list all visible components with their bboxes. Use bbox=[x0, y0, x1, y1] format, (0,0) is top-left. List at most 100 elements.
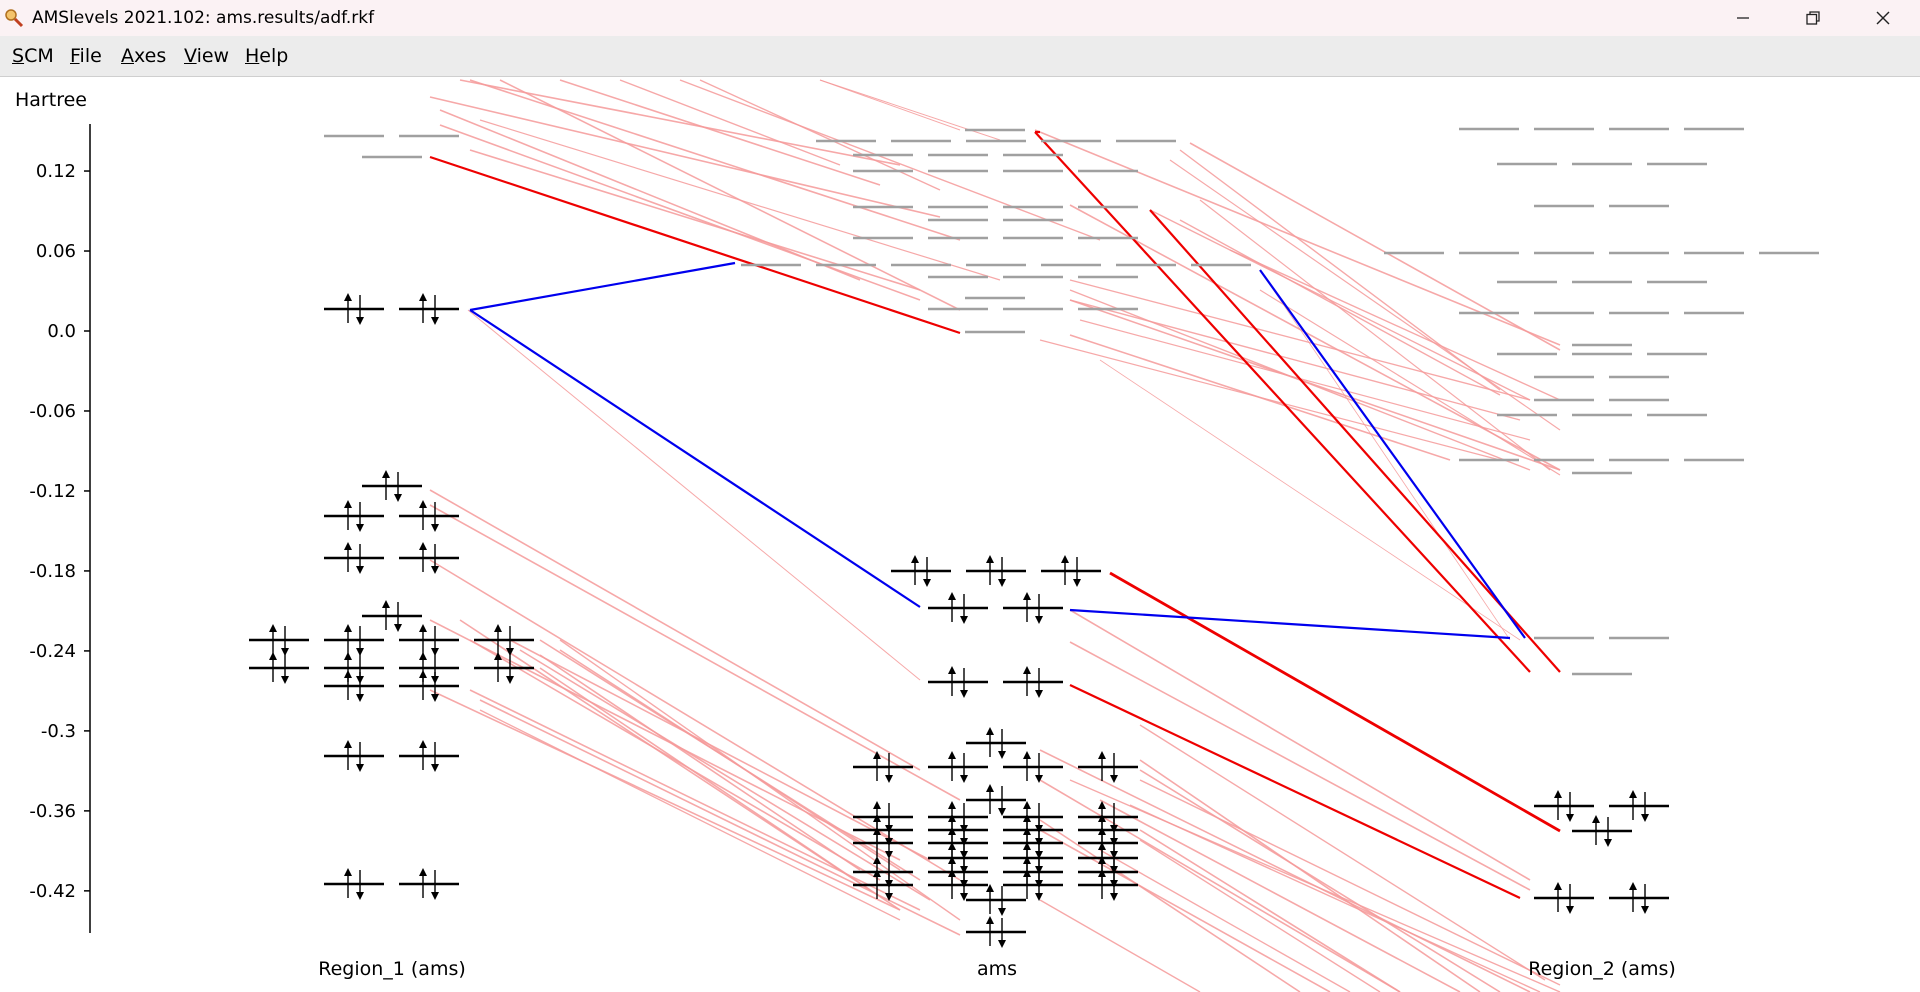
correlation-line bbox=[459, 79, 901, 166]
spin-up-arrowhead bbox=[419, 652, 427, 660]
spin-up-arrowhead bbox=[1023, 869, 1031, 877]
spin-up-arrowhead bbox=[1629, 790, 1637, 798]
spin-up-arrowhead bbox=[1023, 751, 1031, 759]
spin-down-arrowhead bbox=[281, 676, 289, 684]
spin-up-arrowhead bbox=[1023, 856, 1031, 864]
correlation-line bbox=[619, 79, 841, 166]
spin-up-arrowhead bbox=[986, 784, 994, 792]
spin-down-arrowhead bbox=[1110, 775, 1118, 783]
menu-file[interactable]: File bbox=[70, 45, 102, 67]
menu-scm-rest: CM bbox=[24, 45, 54, 67]
spin-up-arrowhead bbox=[344, 670, 352, 678]
spin-down-arrowhead bbox=[960, 775, 968, 783]
spin-down-arrowhead bbox=[356, 524, 364, 532]
correlation-line bbox=[1139, 724, 1546, 981]
correlation-line bbox=[1169, 159, 1561, 431]
spin-up-arrowhead bbox=[1554, 790, 1562, 798]
spin-up-arrowhead bbox=[419, 293, 427, 301]
spin-up-arrowhead bbox=[948, 814, 956, 822]
correlation-line bbox=[469, 261, 736, 312]
energy-level-diagram[interactable]: 0.12 0.06 0.0 -0.06 -0.12 -0.18 -0.24 -0.3 -0.36… bbox=[0, 77, 1920, 992]
y-tick-label: 0.12 bbox=[36, 161, 76, 182]
spin-up-arrowhead bbox=[1023, 814, 1031, 822]
spin-down-arrowhead bbox=[356, 892, 364, 900]
spin-down-arrowhead bbox=[1604, 839, 1612, 847]
menu-axes-rest: xes bbox=[134, 45, 167, 67]
spin-up-arrowhead bbox=[269, 624, 277, 632]
correlation-line bbox=[519, 649, 931, 901]
correlation-line bbox=[1189, 142, 1561, 351]
correlation-line bbox=[1139, 779, 1561, 986]
restore-button[interactable] bbox=[1778, 0, 1848, 36]
app-icon bbox=[5, 9, 24, 28]
spin-up-arrowhead bbox=[986, 916, 994, 924]
menu-bar: SCM File Axes View Help bbox=[0, 36, 1920, 77]
spin-up-arrowhead bbox=[1554, 882, 1562, 890]
correlation-line bbox=[1039, 829, 1331, 992]
spin-up-arrowhead bbox=[269, 652, 277, 660]
spin-up-arrowhead bbox=[986, 727, 994, 735]
correlation-line bbox=[469, 309, 921, 608]
correlation-line bbox=[467, 309, 921, 681]
correlation-line bbox=[1109, 571, 1561, 833]
correlation-line bbox=[539, 654, 861, 871]
correlation-line bbox=[1199, 199, 1551, 471]
menu-axes[interactable]: Axes bbox=[121, 45, 167, 67]
correlation-line bbox=[679, 79, 1101, 241]
correlation-line bbox=[1139, 829, 1401, 992]
correlation-line bbox=[429, 504, 961, 801]
correlation-line bbox=[499, 79, 961, 311]
spin-up-arrowhead bbox=[1098, 856, 1106, 864]
menu-scm[interactable]: SCM bbox=[12, 45, 54, 67]
correlation-line bbox=[1099, 359, 1521, 641]
spin-down-arrowhead bbox=[1641, 814, 1649, 822]
menu-help-rest: elp bbox=[259, 45, 289, 67]
title-bar: AMSlevels 2021.102: ams.results/adf.rkf bbox=[0, 0, 1920, 36]
correlation-line bbox=[1139, 769, 1501, 992]
y-tick-label: -0.42 bbox=[29, 881, 76, 902]
correlation-line bbox=[479, 119, 1001, 281]
correlation-line bbox=[429, 689, 901, 911]
correlation-line bbox=[1129, 804, 1541, 992]
spin-up-arrowhead bbox=[1098, 869, 1106, 877]
spin-down-arrowhead bbox=[431, 694, 439, 702]
spin-up-arrowhead bbox=[419, 670, 427, 678]
correlation-line bbox=[479, 709, 901, 921]
correlation-line bbox=[1069, 684, 1521, 899]
menu-view[interactable]: View bbox=[184, 45, 230, 67]
spin-up-arrowhead bbox=[1023, 801, 1031, 809]
close-button[interactable] bbox=[1848, 0, 1918, 36]
spin-down-arrowhead bbox=[960, 893, 968, 901]
spin-up-arrowhead bbox=[419, 624, 427, 632]
spin-up-arrowhead bbox=[1098, 842, 1106, 850]
correlation-line bbox=[469, 639, 881, 881]
spin-down-arrowhead bbox=[431, 892, 439, 900]
spin-up-arrowhead bbox=[1098, 801, 1106, 809]
spin-down-arrowhead bbox=[394, 494, 402, 502]
spin-up-arrowhead bbox=[873, 814, 881, 822]
close-icon bbox=[1876, 11, 1890, 25]
y-tick-label: -0.24 bbox=[29, 641, 76, 662]
y-tick-label: -0.36 bbox=[29, 801, 76, 822]
correlation-line bbox=[559, 649, 901, 871]
spin-up-arrowhead bbox=[344, 624, 352, 632]
spin-up-arrowhead bbox=[873, 869, 881, 877]
minimize-button[interactable] bbox=[1708, 0, 1778, 36]
correlation-line bbox=[1039, 779, 1401, 992]
spin-up-arrowhead bbox=[1023, 592, 1031, 600]
spin-down-arrowhead bbox=[960, 690, 968, 698]
correlation-line bbox=[1099, 849, 1351, 992]
spin-down-arrowhead bbox=[356, 694, 364, 702]
spin-up-arrowhead bbox=[911, 555, 919, 563]
spin-down-arrowhead bbox=[431, 648, 439, 656]
spin-up-arrowhead bbox=[344, 740, 352, 748]
spin-up-arrowhead bbox=[948, 801, 956, 809]
correlation-line bbox=[1259, 269, 1526, 639]
spin-up-arrowhead bbox=[986, 555, 994, 563]
correlation-line bbox=[1039, 749, 1531, 992]
menu-file-rest: ile bbox=[79, 45, 102, 67]
correlation-line bbox=[1139, 839, 1381, 992]
correlation-line bbox=[819, 79, 961, 131]
menu-help[interactable]: Help bbox=[245, 45, 289, 67]
spin-up-arrowhead bbox=[948, 827, 956, 835]
